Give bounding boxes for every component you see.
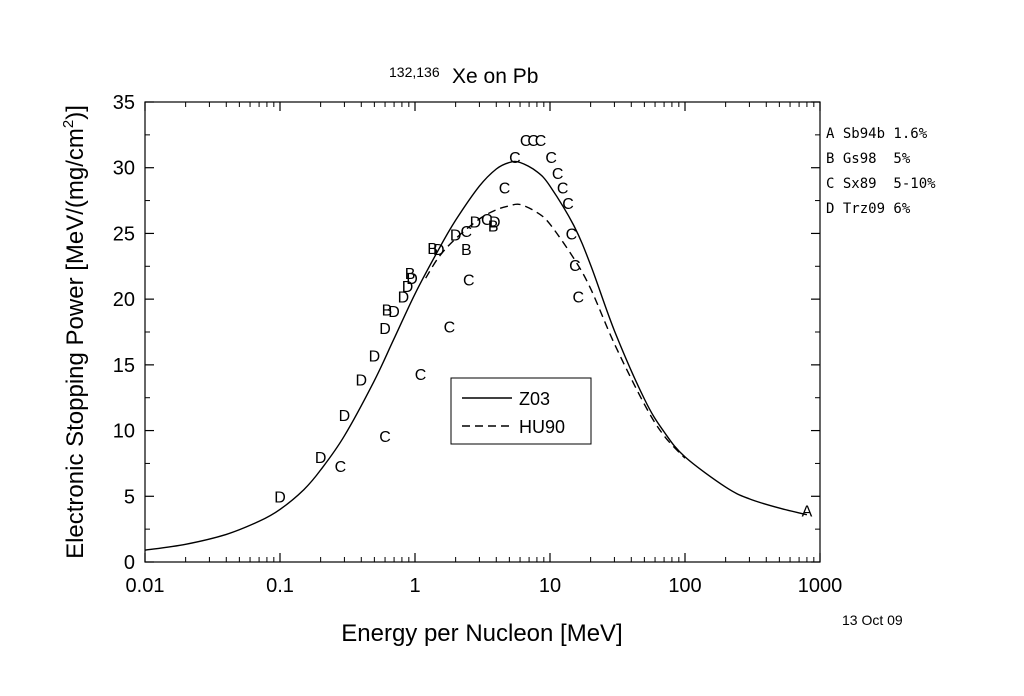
data-point-d: D — [369, 349, 381, 366]
y-tick-label: 15 — [113, 355, 135, 377]
y-tick-label: 0 — [124, 552, 135, 574]
data-point-a: A — [802, 504, 813, 521]
data-point-c: C — [520, 133, 532, 150]
data-point-d: D — [379, 321, 391, 338]
data-point-b: B — [488, 219, 499, 236]
data-point-c: C — [545, 150, 557, 167]
data-point-c: C — [569, 258, 581, 275]
legend-box — [450, 377, 592, 445]
data-point-c: C — [463, 272, 475, 289]
data-point-d: D — [433, 242, 445, 259]
y-tick-label: 20 — [113, 289, 135, 311]
x-tick-label: 10 — [539, 575, 561, 597]
legend-hu90-label: HU90 — [519, 417, 565, 437]
data-point-c: C — [481, 212, 493, 229]
y-tick-label: 25 — [113, 223, 135, 245]
chart-title-superscript: 132,136 — [389, 64, 440, 80]
series-z03-line — [144, 160, 808, 551]
y-axis-label-end: )] — [62, 105, 89, 120]
data-point-c: C — [461, 224, 473, 241]
series-hu90-line — [425, 203, 686, 459]
data-point-c: C — [527, 133, 539, 150]
date-stamp: 13 Oct 09 — [842, 612, 903, 628]
y-tick-label: 5 — [124, 486, 135, 508]
y-axis-label-main: Electronic Stopping Power [MeV/(mg/cm — [62, 128, 89, 559]
data-point-d: D — [402, 279, 414, 296]
data-point-c: C — [552, 166, 564, 183]
data-point-c: C — [335, 459, 347, 476]
x-axis-label: Energy per Nucleon [MeV] — [341, 620, 622, 647]
data-point-b: B — [405, 266, 416, 283]
data-point-c: C — [444, 320, 456, 337]
legend-z03-label: Z03 — [519, 389, 550, 409]
data-point-b: B — [461, 242, 472, 259]
y-axis: 0 5 10 15 20 25 30 35 — [113, 92, 820, 574]
legend: Z03 HU90 — [450, 377, 592, 445]
data-point-c: C — [379, 429, 391, 446]
data-point-c: C — [415, 367, 427, 384]
x-tick-label: 100 — [668, 575, 701, 597]
x-tick-label: 1 — [409, 575, 420, 597]
data-point-c: C — [509, 150, 521, 167]
x-tick-label: 1000 — [798, 575, 843, 597]
data-point-c: C — [562, 196, 574, 213]
data-point-c: C — [535, 133, 547, 150]
data-point-d: D — [406, 271, 418, 288]
data-point-d: D — [470, 215, 482, 232]
reference-key-line-a: A Sb94b 1.6% — [826, 126, 928, 142]
data-point-d: D — [274, 489, 286, 506]
x-tick-label: 0.01 — [126, 575, 165, 597]
y-axis-label-superscript: 2 — [60, 120, 77, 128]
data-point-d: D — [388, 304, 400, 321]
y-tick-label: 35 — [113, 92, 135, 114]
data-point-b: B — [427, 241, 438, 258]
reference-key-line-b: B Gs98 5% — [826, 151, 911, 167]
data-point-d: D — [355, 372, 367, 389]
y-axis-label-group: Electronic Stopping Power [MeV/(mg/cm2)] — [60, 105, 89, 559]
data-point-b: B — [382, 303, 393, 320]
y-tick-label: 10 — [113, 421, 135, 443]
data-point-d: D — [339, 408, 351, 425]
data-point-c: C — [557, 180, 569, 197]
plot-area-frame — [144, 101, 821, 563]
data-point-d: D — [489, 215, 501, 232]
data-point-c: C — [566, 226, 578, 243]
data-point-c: C — [573, 290, 585, 307]
x-axis: 0.01 0.1 1 10 100 1000 — [126, 102, 843, 597]
data-point-c: C — [499, 180, 511, 197]
reference-key-line-c: C Sx89 5-10% — [826, 176, 936, 192]
x-tick-label: 0.1 — [266, 575, 294, 597]
chart-title: Xe on Pb — [452, 65, 538, 88]
data-point-d: D — [450, 228, 462, 245]
data-point-d: D — [398, 290, 410, 307]
data-point-d: D — [315, 450, 327, 467]
reference-key-line-d: D Trz09 6% — [826, 201, 911, 217]
y-axis-label: Electronic Stopping Power [MeV/(mg/cm2)] — [60, 105, 89, 559]
y-tick-label: 30 — [113, 158, 135, 180]
reference-key: A Sb94b 1.6% B Gs98 5% C Sx89 5-10% D Tr… — [826, 126, 936, 217]
